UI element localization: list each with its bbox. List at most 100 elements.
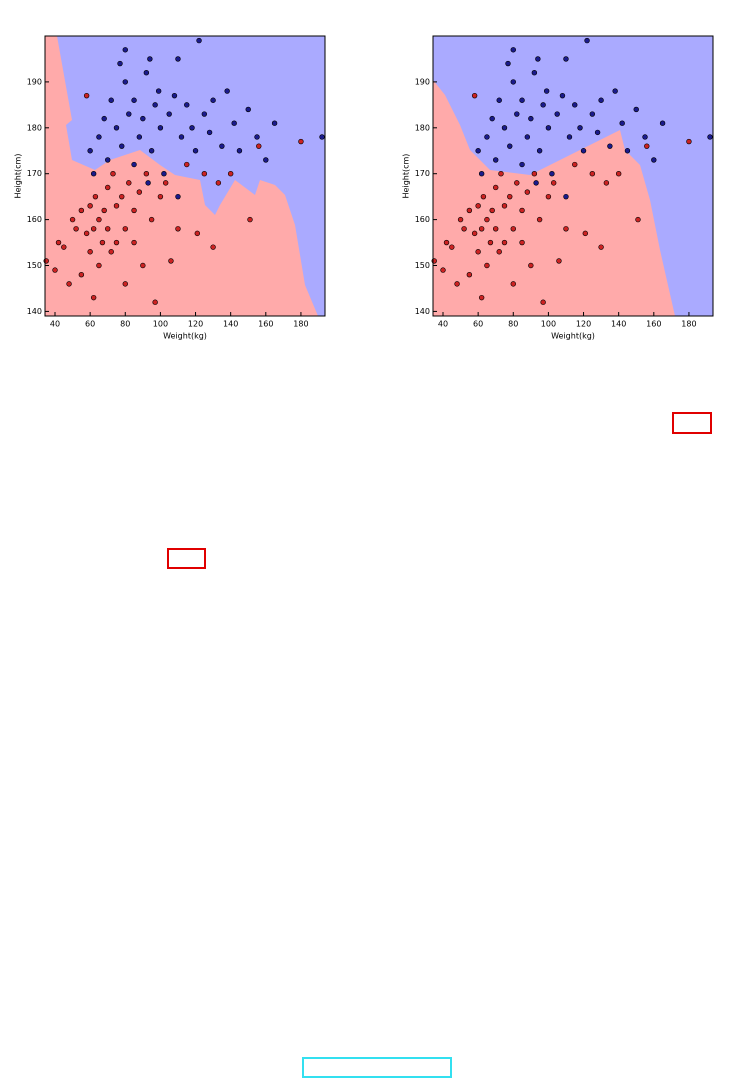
point <box>69 216 76 223</box>
point <box>99 239 106 246</box>
highlight-box <box>167 548 206 569</box>
point <box>119 193 125 200</box>
point <box>117 60 123 67</box>
point <box>219 143 225 149</box>
point <box>87 203 93 209</box>
highlight-box <box>302 1057 452 1078</box>
point <box>152 102 158 108</box>
point <box>215 180 222 186</box>
point <box>96 216 102 223</box>
point <box>493 157 499 163</box>
point <box>489 207 495 214</box>
point <box>615 171 622 177</box>
point <box>510 226 516 232</box>
point <box>92 193 99 200</box>
point <box>162 180 169 186</box>
point <box>536 216 543 223</box>
point <box>210 244 216 250</box>
point <box>147 56 153 62</box>
x-tick-label: 60 <box>85 320 95 329</box>
point <box>572 102 578 108</box>
point <box>113 125 120 131</box>
point <box>90 294 97 301</box>
point <box>319 134 325 140</box>
x-tick-label: 40 <box>50 320 60 329</box>
point <box>78 207 85 214</box>
point <box>478 226 485 232</box>
point <box>148 148 155 154</box>
point <box>540 102 546 108</box>
point <box>563 56 569 62</box>
point <box>572 161 578 168</box>
point <box>501 203 508 209</box>
point <box>475 249 481 255</box>
point <box>524 189 531 195</box>
x-tick-label: 120 <box>188 320 203 329</box>
point <box>603 180 610 186</box>
point <box>443 239 450 246</box>
point <box>507 143 513 149</box>
point <box>531 70 538 76</box>
point <box>589 171 596 177</box>
x-tick-label: 120 <box>576 320 591 329</box>
point <box>157 125 164 131</box>
y-tick-label: 150 <box>27 261 42 270</box>
point <box>554 111 560 117</box>
point <box>108 249 114 255</box>
point <box>175 226 181 232</box>
point <box>171 92 178 99</box>
x-tick-label: 100 <box>153 320 168 329</box>
x-tick-label: 60 <box>473 320 483 329</box>
point <box>535 56 541 62</box>
plot-frame <box>44 35 326 317</box>
point <box>510 79 516 85</box>
x-tick-label: 80 <box>508 320 518 329</box>
point <box>110 171 116 177</box>
point <box>624 148 631 154</box>
point <box>178 134 185 140</box>
point <box>475 148 481 154</box>
point <box>256 143 262 149</box>
point <box>143 70 150 76</box>
point <box>201 171 208 177</box>
y-tick-label: 180 <box>415 123 430 132</box>
point <box>510 281 516 287</box>
point <box>245 106 251 113</box>
point <box>619 120 625 126</box>
point <box>210 97 216 103</box>
point <box>90 171 97 177</box>
point <box>61 244 67 250</box>
x-axis-label: Weight(kg) <box>163 332 207 341</box>
point <box>519 239 525 246</box>
point <box>148 216 155 223</box>
point <box>145 180 151 186</box>
point <box>505 60 511 67</box>
point <box>126 111 132 117</box>
x-tick-label: 40 <box>438 320 448 329</box>
point <box>484 134 490 140</box>
point <box>449 244 455 250</box>
point <box>161 171 167 177</box>
point <box>528 262 534 269</box>
point <box>201 111 208 117</box>
point <box>101 207 107 214</box>
point <box>545 125 552 131</box>
x-tick-label: 160 <box>646 320 661 329</box>
point <box>493 226 499 232</box>
point <box>55 239 62 246</box>
x-tick-label: 160 <box>258 320 273 329</box>
point <box>524 134 531 140</box>
point <box>131 207 137 214</box>
y-tick-label: 150 <box>415 261 430 270</box>
point <box>140 262 146 269</box>
point <box>612 88 618 94</box>
point <box>196 37 202 44</box>
point <box>136 189 143 195</box>
point <box>143 171 150 177</box>
point <box>510 47 516 53</box>
point <box>540 299 546 305</box>
point <box>175 193 181 200</box>
point <box>227 171 234 177</box>
x-tick-label: 140 <box>611 320 626 329</box>
